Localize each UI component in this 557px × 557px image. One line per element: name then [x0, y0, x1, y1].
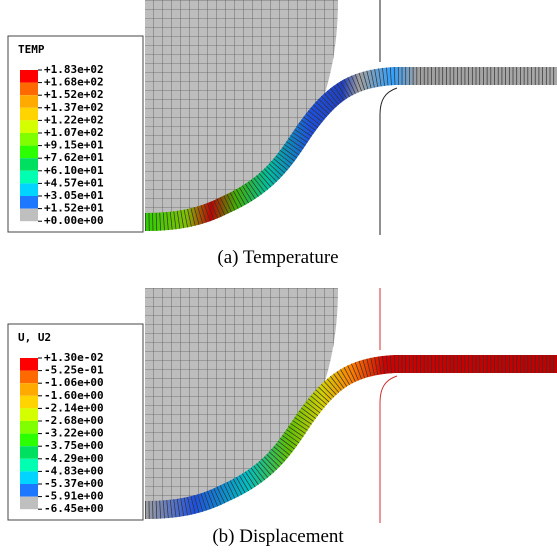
legend-swatch	[20, 408, 38, 421]
legend-label: -2.14e+00	[44, 401, 104, 414]
legend-swatch	[20, 70, 38, 83]
legend-label: +6.10e+01	[44, 164, 104, 177]
caption: (a) Temperature	[217, 247, 338, 268]
legend-swatch	[20, 133, 38, 146]
legend-label: -3.22e+00	[44, 427, 104, 440]
legend-label: -5.37e+00	[44, 477, 104, 490]
die-mesh	[145, 288, 338, 502]
legend-label: +1.30e-02	[44, 351, 104, 364]
legend-title: U, U2	[18, 331, 51, 344]
legend-swatch	[20, 183, 38, 196]
legend-swatch	[20, 471, 38, 484]
legend-swatch	[20, 370, 38, 384]
legend-label: +1.52e+01	[44, 202, 104, 215]
legend-swatch	[20, 158, 38, 171]
legend-swatch	[20, 421, 38, 434]
legend-label: -1.06e+00	[44, 376, 104, 389]
legend-label: -2.68e+00	[44, 414, 104, 427]
legend-label: +9.15e+01	[44, 139, 104, 152]
legend-swatch	[20, 196, 38, 209]
legend-swatch	[20, 82, 38, 96]
legend-label: +1.07e+02	[44, 126, 104, 139]
legend-swatch	[20, 395, 38, 409]
legend-swatch	[20, 95, 38, 108]
legend-label: -3.75e+00	[44, 439, 104, 452]
legend-label: +1.83e+02	[44, 63, 104, 76]
legend-swatch	[20, 120, 38, 133]
legend-swatch	[20, 358, 38, 371]
legend-label: +3.05e+01	[44, 189, 104, 202]
punch	[379, 0, 398, 235]
sheet-mesh	[144, 355, 557, 519]
legend-label: -4.83e+00	[44, 464, 104, 477]
displacement-panel: U, U2 +1.30e-02-5.25e-01-1.06e+00-1.60e+0…	[7, 288, 557, 547]
legend-label: +1.68e+02	[44, 76, 104, 89]
sheet-mesh	[144, 67, 557, 231]
legend-label: +1.37e+02	[44, 101, 104, 114]
legend-label: -6.45e+00	[44, 502, 104, 515]
legend-swatch	[20, 145, 38, 159]
legend-swatch	[20, 383, 38, 396]
punch	[379, 288, 398, 523]
legend-label: -5.25e-01	[44, 364, 104, 377]
caption: (b) Displacement	[212, 526, 344, 547]
temperature-panel: TEMP +1.83e+02+1.68e+02+1.52e+02+1.37e+02…	[7, 0, 557, 268]
legend-swatch	[20, 458, 38, 472]
legend-swatch	[20, 446, 38, 459]
legend-swatch	[20, 496, 38, 510]
die-mesh	[145, 0, 338, 214]
legend-label: +0.00e+00	[44, 214, 104, 227]
legend-swatch	[20, 170, 38, 184]
legend-label: +1.52e+02	[44, 88, 104, 101]
legend-swatch	[20, 433, 38, 447]
legend-swatch	[20, 484, 38, 497]
legend-label: -1.60e+00	[44, 389, 104, 402]
legend-swatch	[20, 208, 38, 222]
legend-label: +4.57e+01	[44, 176, 104, 189]
legend-label: -5.91e+00	[44, 490, 104, 503]
legend-title: TEMP	[18, 43, 45, 56]
legend-label: +7.62e+01	[44, 151, 104, 164]
legend-label: +1.22e+02	[44, 113, 104, 126]
legend-label: -4.29e+00	[44, 452, 104, 465]
legend-swatch	[20, 107, 38, 121]
